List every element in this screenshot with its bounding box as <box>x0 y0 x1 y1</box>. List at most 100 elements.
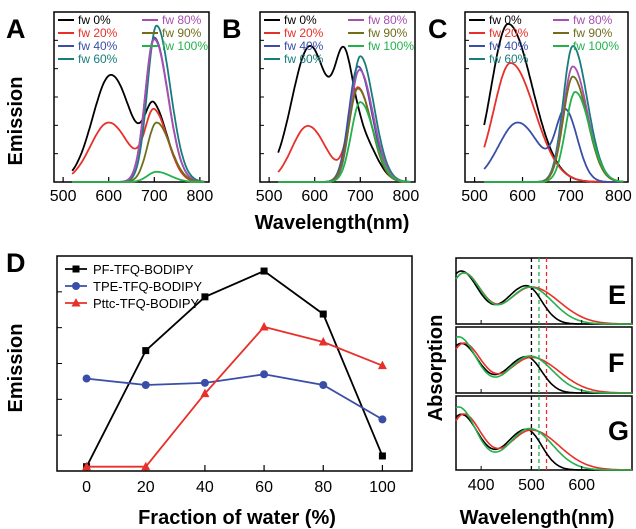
series-line-d <box>85 269 384 468</box>
x-tick-label-c: 800 <box>605 188 632 205</box>
x-tick-label-b: 800 <box>393 188 420 205</box>
series-line-g <box>455 413 632 471</box>
x-tick-label-a: 700 <box>141 188 168 205</box>
legend-label-c: fw 20% <box>489 26 529 40</box>
legend-label-c: fw 90% <box>573 26 613 40</box>
x-tick-label-g: 600 <box>568 477 595 494</box>
data-point-circle <box>82 374 91 383</box>
plot-frame-e <box>455 257 633 325</box>
data-point-circle <box>260 370 269 379</box>
data-point-circle <box>378 415 387 424</box>
x-tick-label-d: 80 <box>314 479 332 496</box>
data-point-square <box>201 293 209 301</box>
panel-label-b: B <box>222 14 242 44</box>
legend-label-c: fw 60% <box>489 52 529 66</box>
x-tick-label-a: 600 <box>95 188 122 205</box>
x-tick-label-a: 800 <box>187 188 214 205</box>
panel-label-d: D <box>6 248 26 278</box>
data-point-circle <box>141 381 150 389</box>
legend-label-c: fw 0% <box>489 13 522 27</box>
legend-label-c: fw 100% <box>573 39 619 53</box>
legend-label-a: fw 100% <box>162 39 208 53</box>
legend-label-b: fw 90% <box>368 26 408 40</box>
data-point-triangle <box>141 461 151 471</box>
xlabel-d: Fraction of water (%) <box>138 507 336 529</box>
legend-label-a: fw 90% <box>162 26 202 40</box>
legend-label-d: Pttc-TFQ-BODIPY <box>93 296 200 311</box>
legend-label-c: fw 40% <box>489 39 529 53</box>
panel-label-e: E <box>608 280 626 310</box>
series-line-c <box>484 90 624 183</box>
absorption-panel-f <box>455 326 633 394</box>
x-tick-label-g: 400 <box>468 477 495 494</box>
x-tick-label-c: 700 <box>557 188 584 205</box>
series-line-d <box>86 325 383 468</box>
series-line-c <box>483 107 624 183</box>
xlabel-g: Wavelength(nm) <box>460 507 615 529</box>
panel-label-f: F <box>608 348 625 378</box>
series-line-e <box>455 272 633 325</box>
x-tick-label-b: 500 <box>256 188 283 205</box>
data-point-circle <box>200 378 209 387</box>
x-tick-label-a: 500 <box>50 188 77 205</box>
series-line-g <box>455 406 632 471</box>
legend-label-a: fw 80% <box>162 13 202 27</box>
data-point-square <box>378 452 386 460</box>
legend-label-b: fw 60% <box>284 52 324 66</box>
data-point-square <box>142 347 150 355</box>
emission-panel-c: 500 600 700 800 fw 0%fw 20%fw 40%fw 60% fw 80… <box>461 11 632 205</box>
x-tick-label-c: 600 <box>509 188 536 205</box>
absorption-panel-e <box>455 257 633 325</box>
x-tick-label-d: 0 <box>82 479 91 496</box>
series-line-f <box>455 336 632 394</box>
data-point-triangle <box>259 321 269 331</box>
ylabel-g: Absorption <box>425 315 447 422</box>
plot-frame-g <box>455 395 633 471</box>
series-line-c <box>483 62 624 183</box>
panel-label-c: C <box>428 14 448 44</box>
x-tick-label-b: 600 <box>301 188 328 205</box>
series-line-c <box>484 45 624 183</box>
xlabel-b: Wavelength(nm) <box>255 212 410 234</box>
data-point-triangle <box>377 360 387 370</box>
legend-label-d: PF-TFQ-BODIPY <box>93 262 194 277</box>
data-point-circle <box>319 381 328 389</box>
legend-label-b: fw 20% <box>284 26 324 40</box>
data-point-triangle <box>318 337 328 346</box>
legend-marker-d <box>72 282 80 290</box>
panel-label-g: G <box>608 416 629 446</box>
legend-label-a: fw 20% <box>78 26 118 40</box>
x-tick-label-g: 500 <box>518 477 545 494</box>
x-tick-label-c: 500 <box>461 188 488 205</box>
series-line-b <box>277 44 411 183</box>
x-tick-label-d: 60 <box>255 479 273 496</box>
series-line-e <box>455 270 632 325</box>
series-line-a <box>72 170 205 183</box>
emission-panel-b: 500 600 700 800 fw 0%fw 20%fw 40%fw 60% fw 80… <box>256 11 420 205</box>
legend-label-c: fw 80% <box>573 13 613 27</box>
ylabel-d: Emission <box>5 324 27 413</box>
series-line-e <box>455 272 632 325</box>
series-line-f <box>455 342 633 394</box>
emission-panel-a: 500 600 700 800 fw 0%fw 20%fw 40%fw 60% fw 80… <box>50 11 214 205</box>
series-line-a <box>71 74 205 183</box>
ylabel-a: Emission <box>5 77 27 166</box>
legend-label-b: fw 80% <box>368 13 408 27</box>
legend-label-a: fw 40% <box>78 39 118 53</box>
panel-d: 0 20 40 60 80 100 PF-TFQ-BODIPY TPE-TFQ-BODIPY P… <box>56 255 413 496</box>
legend-label-b: fw 100% <box>368 39 414 53</box>
x-tick-label-d: 20 <box>137 479 155 496</box>
series-line-b <box>278 101 411 183</box>
x-tick-label-d: 40 <box>196 479 214 496</box>
x-tick-label-d: 100 <box>369 479 396 496</box>
plot-frame-f <box>455 326 633 394</box>
legend-label-a: fw 60% <box>78 52 118 66</box>
data-point-square <box>319 310 327 318</box>
x-tick-label-b: 700 <box>347 188 374 205</box>
legend-marker-d <box>71 298 81 307</box>
legend-marker-d <box>72 265 80 273</box>
legend-label-b: fw 40% <box>284 39 324 53</box>
legend-label-a: fw 0% <box>78 13 111 27</box>
